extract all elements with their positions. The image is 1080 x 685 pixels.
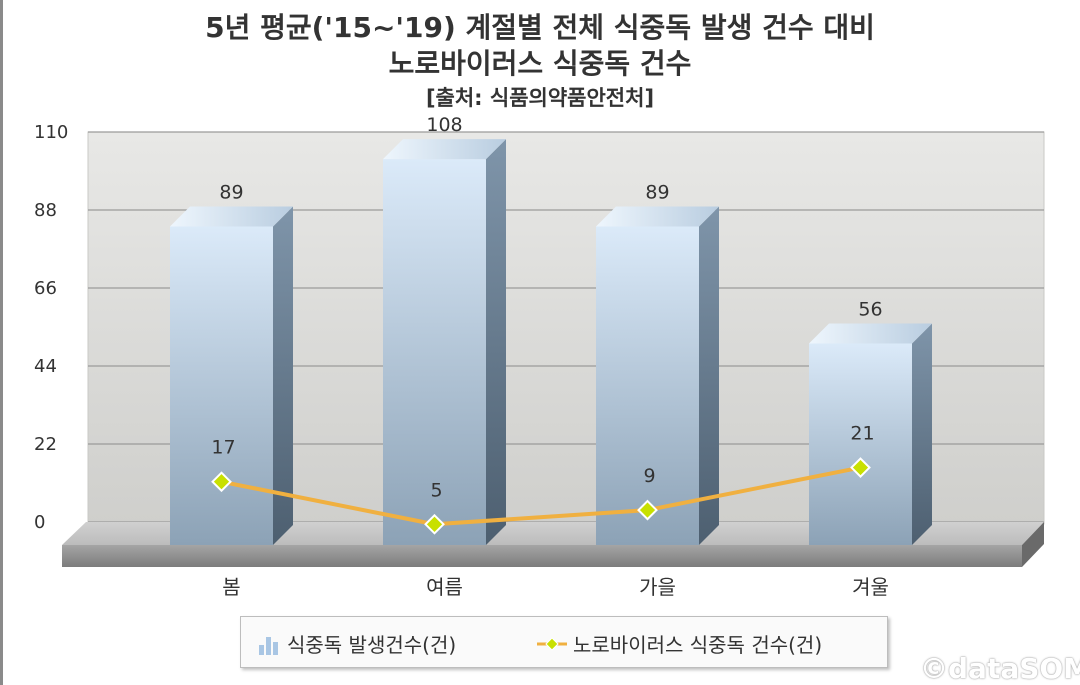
bar-chart-icon xyxy=(259,636,278,655)
bar-data-label: 56 xyxy=(858,298,882,320)
plot-floor-side xyxy=(1022,522,1044,567)
line-data-label: 17 xyxy=(211,437,235,459)
y-tick-label: 44 xyxy=(34,356,57,377)
legend-label-bar-series: 식중독 발생건수(건) xyxy=(287,633,457,657)
y-tick-label: 22 xyxy=(34,434,57,455)
plot-floor-top xyxy=(62,522,1044,545)
bar-side xyxy=(273,206,293,546)
bar xyxy=(596,226,699,546)
chart-title-line-2: 노로바이러스 식중독 건수 xyxy=(388,47,692,80)
x-category-label: 봄 xyxy=(222,575,240,599)
x-category-label: 가을 xyxy=(639,575,676,599)
line-marker-icon xyxy=(537,636,567,651)
x-category-label: 여름 xyxy=(426,575,463,599)
plot-floor-front xyxy=(62,545,1022,567)
line-point-marker xyxy=(211,471,232,493)
bar xyxy=(170,226,273,546)
line-point-marker xyxy=(424,513,445,535)
legend-label-line-series: 노로바이러스 식중독 건수(건) xyxy=(573,633,823,657)
legend-item-line-series: 노로바이러스 식중독 건수(건) xyxy=(537,629,822,658)
line-point-marker xyxy=(637,499,658,521)
bar-side xyxy=(912,323,932,545)
y-tick-label: 66 xyxy=(34,278,57,299)
y-tick-label: 0 xyxy=(34,512,45,533)
legend: 식중독 발생건수(건) 노로바이러스 식중독 건수(건) xyxy=(240,616,888,668)
watermark: ©dataSOM xyxy=(920,652,1080,685)
bar xyxy=(809,343,912,545)
line-data-label: 21 xyxy=(850,423,874,445)
x-category-label: 겨울 xyxy=(852,575,889,599)
chart-title-line-1: 5년 평균('15~'19) 계절별 전체 식중독 발생 건수 대비 xyxy=(205,11,875,44)
bar-top xyxy=(170,206,293,227)
y-tick-label: 110 xyxy=(34,122,68,143)
bar-side xyxy=(486,139,506,545)
bar-top xyxy=(809,323,932,344)
bar-data-label: 89 xyxy=(645,181,669,203)
bar-top xyxy=(596,206,719,227)
bar-top xyxy=(383,139,506,160)
legend-item-bar-series: 식중독 발생건수(건) xyxy=(257,629,456,658)
line-point-marker xyxy=(850,457,871,478)
line-data-label: 5 xyxy=(430,479,442,501)
y-tick-label: 88 xyxy=(34,200,57,221)
line-series-path xyxy=(221,465,861,527)
chart-subtitle: [출처: 식품의약품안전처] xyxy=(425,86,655,110)
bar-data-label: 89 xyxy=(219,181,243,203)
bar-data-label: 108 xyxy=(426,114,462,136)
bar-side xyxy=(699,206,719,546)
line-data-label: 9 xyxy=(643,465,655,487)
bar xyxy=(383,159,486,545)
